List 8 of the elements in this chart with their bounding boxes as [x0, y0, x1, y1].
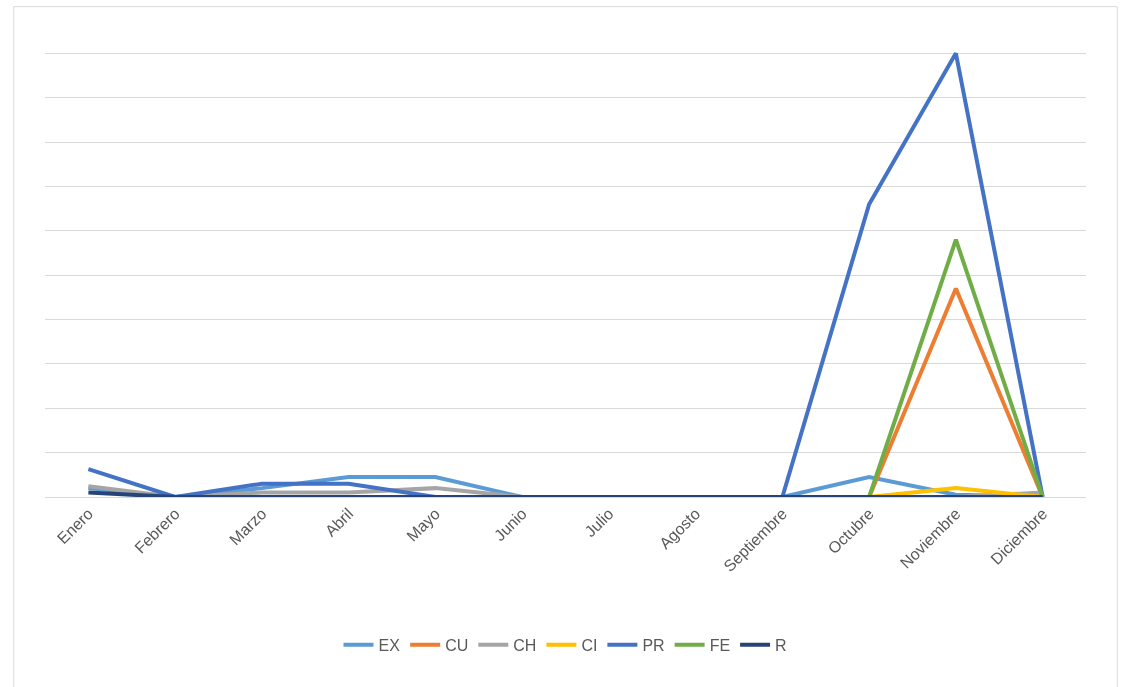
legend-label: CI: [581, 636, 598, 654]
legend-label: EX: [378, 636, 401, 654]
legend-label: CU: [445, 636, 469, 654]
legend-label: PR: [642, 636, 665, 654]
legend-label: R: [775, 636, 787, 654]
legend-label: CH: [513, 636, 537, 654]
x-tick-label: Julio: [581, 504, 617, 541]
legend-label: FE: [709, 636, 731, 654]
